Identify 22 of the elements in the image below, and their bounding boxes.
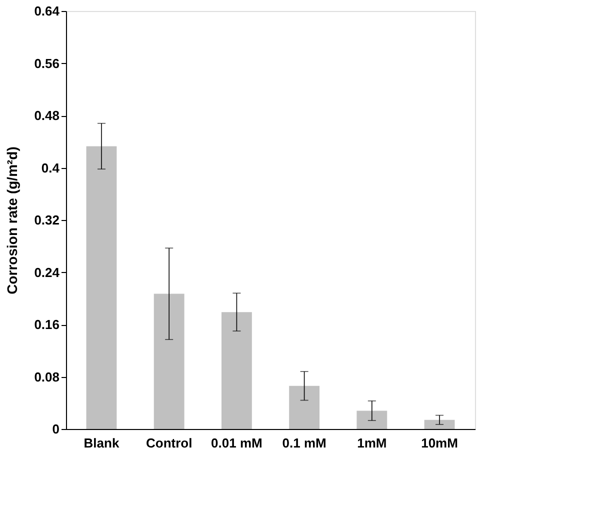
y-tick-label: 0.32	[34, 212, 60, 228]
x-tick-label: 0.1 mM	[282, 436, 326, 450]
bar	[86, 146, 117, 429]
bar	[289, 386, 320, 429]
x-tick-label: 1mM	[357, 436, 387, 450]
x-tick-label: Control	[146, 436, 192, 450]
y-tick-label: 0.24	[34, 264, 60, 280]
y-tick-label: 0.4	[41, 160, 60, 176]
bar	[356, 410, 388, 429]
x-tick-label: Blank	[84, 436, 120, 450]
y-tick-label: 0.56	[34, 56, 60, 71]
y-tick-label: 0	[52, 422, 60, 436]
bar	[221, 312, 252, 429]
bar	[424, 420, 455, 429]
y-tick-label: 0.16	[34, 317, 60, 332]
y-tick-label: 0.48	[34, 108, 60, 123]
bar	[154, 294, 184, 429]
x-tick-label: 0.01 mM	[211, 436, 262, 450]
y-axis-title: Corrosion rate (g/m²d)	[4, 146, 20, 294]
y-tick-label: 0.64	[34, 4, 60, 18]
x-tick-label: 10mM	[421, 436, 458, 450]
y-tick-label: 0.08	[34, 369, 60, 384]
